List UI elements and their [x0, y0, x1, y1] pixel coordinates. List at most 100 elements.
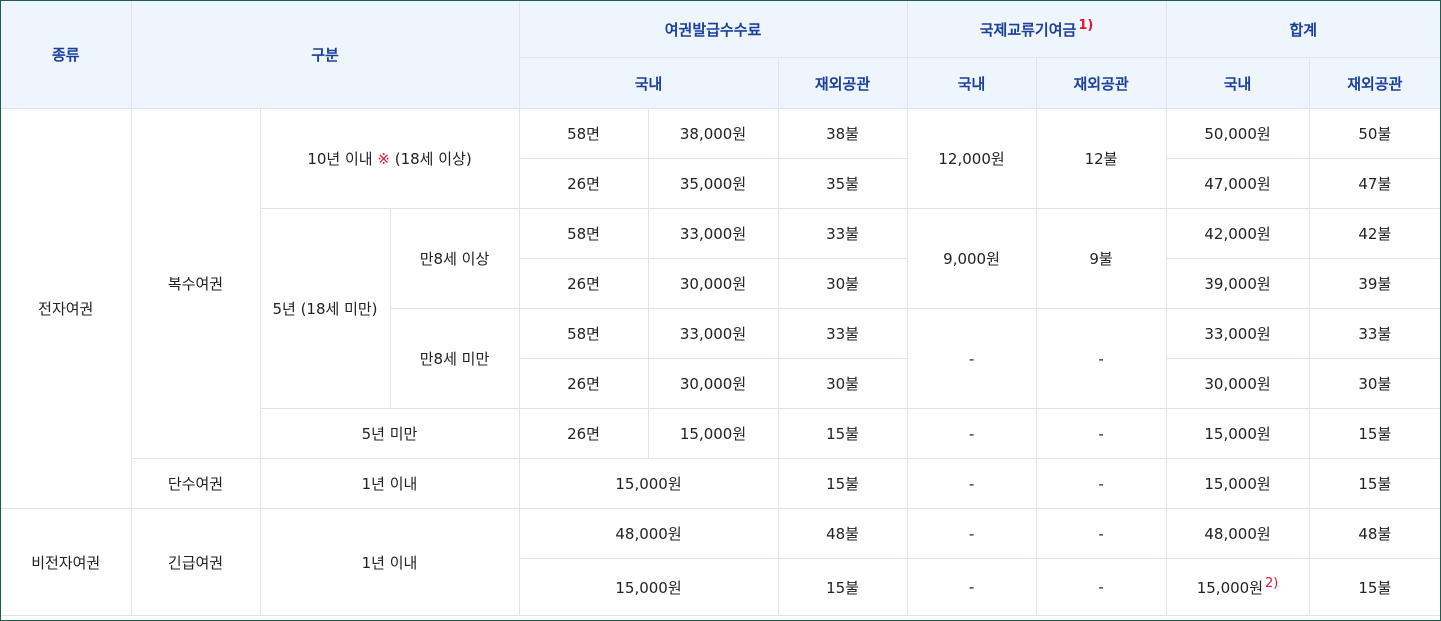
fee-overseas-cell: 38불	[777, 108, 908, 159]
total-overseas-cell: 15불	[1308, 458, 1440, 509]
validity-10-year: 10년 이내 ※ (18세 이상)	[259, 108, 520, 209]
header-category: 구분	[130, 1, 520, 109]
table-row: 만8세 미만 58면 33,000원 33불 - - 33,000원 33불	[1, 308, 1440, 409]
fund-domestic-cell: -	[906, 558, 1037, 616]
header-total: 합계	[1165, 1, 1440, 58]
fee-overseas-cell: 48불	[777, 508, 908, 559]
category-emergency: 긴급여권	[130, 508, 261, 616]
subheader-total-overseas: 재외공관	[1308, 57, 1440, 109]
fund-overseas-cell: 12불	[1035, 108, 1167, 209]
fee-overseas-cell: 30불	[777, 258, 908, 309]
age-under-8: 만8세 미만	[390, 308, 520, 409]
fee-overseas-cell: 30불	[777, 358, 908, 409]
age-over-8: 만8세 이상	[389, 208, 520, 309]
fund-domestic-cell: -	[906, 458, 1037, 509]
total-domestic-cell: 33,000원	[1165, 308, 1310, 359]
pages-cell: 26면	[519, 258, 649, 309]
fee-overseas-cell: 33불	[777, 208, 908, 259]
header-intl-fund: 국제교류기여금 1)	[906, 1, 1167, 58]
total-overseas-cell: 33불	[1308, 308, 1440, 359]
fee-overseas-cell: 15불	[777, 408, 908, 459]
type-non-electronic: 비전자여권	[1, 508, 132, 616]
pages-cell: 58면	[518, 208, 649, 259]
total-domestic-cell: 39,000원	[1165, 258, 1310, 309]
header-type: 종류	[1, 1, 132, 109]
fund-overseas-cell: 9불	[1035, 208, 1167, 309]
validity-5-year-under-18: 5년 (18세 미만)	[260, 208, 391, 409]
fund-overseas-cell: -	[1035, 558, 1167, 616]
subheader-fund-overseas: 재외공관	[1035, 57, 1167, 109]
table-row: 5년 (18세 미만) 만8세 이상 58면 33,000원 33불 9,000…	[1, 208, 1440, 409]
fund-overseas-cell: -	[1035, 308, 1167, 409]
validity-1-year: 1년 이내	[259, 458, 520, 509]
total-overseas-cell: 50불	[1308, 108, 1440, 159]
fund-overseas-cell: -	[1035, 458, 1167, 509]
footnote-2-marker: 2)	[1265, 576, 1279, 591]
total-overseas-cell: 15불	[1308, 408, 1440, 459]
fee-domestic-cell: 33,000원	[647, 208, 779, 259]
total-domestic-cell: 47,000원	[1165, 158, 1310, 209]
fee-domestic-cell: 33,000원	[647, 308, 779, 359]
total-domestic-value: 15,000원	[1196, 579, 1264, 597]
pages-cell: 26면	[519, 158, 649, 209]
table-row: 단수여권 1년 이내 15,000원 15불 - - 15,000원 15불	[1, 458, 1440, 509]
fund-domestic-cell: -	[906, 408, 1037, 459]
subheader-fund-domestic: 국내	[906, 57, 1037, 109]
fund-overseas-cell: -	[1035, 508, 1167, 559]
header-issue-fee: 여권발급수수료	[518, 1, 908, 58]
fee-domestic-cell: 30,000원	[647, 358, 779, 409]
category-single: 단수여권	[131, 458, 261, 509]
header-intl-fund-label: 국제교류기여금	[979, 21, 1077, 39]
reference-mark: ※	[377, 150, 390, 168]
total-domestic-cell: 15,000원	[1165, 458, 1310, 509]
total-domestic-cell: 15,000원 2)	[1165, 558, 1310, 616]
fund-overseas-cell: -	[1035, 408, 1167, 459]
table-row: 5년 미만 26면 15,000원 15불 - - 15,000원 15불	[1, 408, 1440, 459]
fee-domestic-cell: 38,000원	[647, 108, 779, 159]
validity-10-year-label: 10년 이내	[307, 150, 373, 168]
pages-cell: 58면	[518, 108, 649, 159]
age-18-plus-label: (18세 이상)	[394, 150, 472, 168]
fee-domestic-cell: 30,000원	[647, 258, 779, 309]
fee-overseas-cell: 15불	[777, 558, 908, 616]
total-domestic-cell: 30,000원	[1165, 358, 1310, 409]
fee-domestic-cell: 35,000원	[647, 158, 779, 209]
fee-domestic-cell: 48,000원	[518, 508, 779, 559]
fund-domestic-cell: 12,000원	[906, 108, 1037, 209]
fee-overseas-cell: 35불	[777, 158, 908, 209]
total-overseas-cell: 15불	[1308, 558, 1440, 616]
validity-emergency-1-year: 1년 이내	[259, 508, 520, 616]
table-row: 26면 30,000원 30불 30,000원 30불	[1, 358, 1440, 409]
fund-domestic-cell: -	[906, 308, 1037, 409]
fee-domestic-cell: 15,000원	[519, 558, 779, 616]
table-row: 비전자여권 긴급여권 1년 이내 48,000원 48불 - - 48,000원…	[1, 508, 1440, 616]
total-overseas-cell: 30불	[1308, 358, 1440, 409]
fee-domestic-cell: 15,000원	[518, 458, 779, 509]
total-overseas-cell: 39불	[1308, 258, 1440, 309]
total-domestic-cell: 48,000원	[1165, 508, 1310, 559]
subheader-fee-domestic: 국내	[519, 57, 779, 109]
category-multi: 복수여권	[130, 108, 261, 459]
total-domestic-cell: 42,000원	[1165, 208, 1310, 259]
fund-domestic-cell: -	[906, 508, 1037, 559]
total-overseas-cell: 47불	[1308, 158, 1440, 209]
subheader-fee-overseas: 재외공관	[777, 57, 908, 109]
footnote-1-marker: 1)	[1078, 18, 1094, 33]
table-row: 전자여권 복수여권 10년 이내 ※ (18세 이상) 58면 38,000원 …	[1, 108, 1440, 509]
total-overseas-cell: 42불	[1308, 208, 1440, 259]
validity-under-5-year: 5년 미만	[260, 408, 520, 459]
total-overseas-cell: 48불	[1308, 508, 1440, 559]
table-row: 15,000원 15불 - - 15,000원 2) 15불	[1, 558, 1440, 616]
pages-cell: 26면	[519, 358, 649, 409]
pages-cell: 58면	[518, 308, 649, 359]
fund-domestic-cell: 9,000원	[906, 208, 1037, 309]
total-domestic-cell: 50,000원	[1165, 108, 1310, 159]
fee-domestic-cell: 15,000원	[647, 408, 779, 459]
fee-overseas-cell: 15불	[777, 458, 908, 509]
fee-overseas-cell: 33불	[777, 308, 908, 359]
type-electronic: 전자여권	[1, 108, 132, 509]
pages-cell: 26면	[518, 408, 649, 459]
subheader-total-domestic: 국내	[1165, 57, 1310, 109]
